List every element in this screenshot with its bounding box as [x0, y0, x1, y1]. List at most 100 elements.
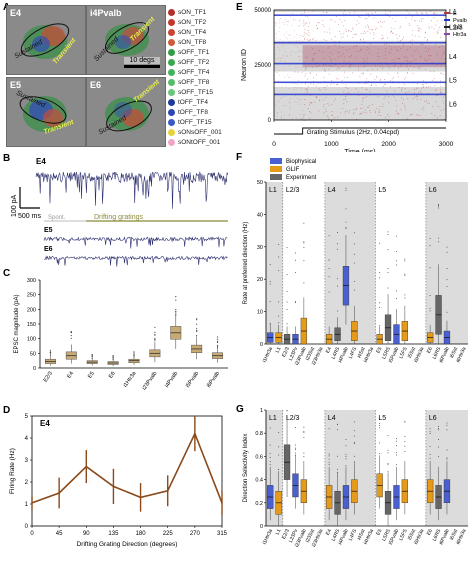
spike [401, 90, 403, 92]
spike [439, 80, 441, 82]
legend-label: sOFF_TF15 [178, 88, 214, 96]
spike [297, 71, 299, 73]
spike [302, 51, 303, 53]
x-tick-label: i4Sst [356, 528, 366, 541]
spike [408, 23, 410, 25]
box-outlier [404, 445, 406, 447]
spike [288, 35, 290, 37]
x-tick-label: E5 [375, 346, 383, 354]
spike [313, 77, 314, 79]
spike [289, 76, 291, 78]
spike [327, 116, 329, 118]
y-axis-label: Direction Selectivity Index [243, 434, 249, 503]
spike [425, 83, 427, 84]
legend-label: Htr3a [453, 32, 467, 38]
spike [418, 51, 419, 53]
spike [391, 59, 393, 61]
spike [444, 84, 446, 86]
spike [301, 72, 303, 74]
spike [343, 99, 345, 101]
spike [284, 105, 286, 106]
spike [309, 22, 311, 24]
spike [415, 59, 417, 61]
layer-label: L5 [449, 77, 457, 84]
spike [407, 56, 408, 58]
spike [361, 103, 363, 105]
spike [289, 106, 290, 108]
plot-frame [31, 415, 223, 527]
spike [304, 99, 306, 100]
x-tick-label: E4 [325, 346, 333, 354]
legend-swatch [168, 48, 175, 56]
box-outlier [303, 437, 305, 439]
spike [303, 34, 305, 36]
spike [389, 51, 391, 53]
spike [417, 83, 418, 84]
spike [319, 90, 321, 91]
spike [388, 102, 390, 103]
spike [278, 100, 280, 102]
spike [311, 66, 313, 68]
stimulus-label: Grating Stimulus (2Hz, 0.04cpd) [307, 129, 399, 136]
spike [377, 59, 379, 61]
box-outlier [395, 445, 397, 447]
legend-swatch [168, 138, 175, 146]
l4-activity [302, 45, 446, 68]
spike [308, 35, 310, 37]
layer-label: L1 [269, 415, 277, 422]
spike [398, 113, 399, 115]
spike [433, 17, 435, 19]
spike [302, 35, 304, 37]
x-tick-label: i23Sst [305, 346, 317, 362]
panel-label-g: G [236, 404, 244, 415]
spike [365, 80, 367, 82]
tile-title: E4 [10, 8, 22, 18]
spike [431, 113, 433, 114]
spike [277, 119, 279, 120]
spike [287, 38, 288, 40]
spike [377, 55, 379, 57]
spike [364, 59, 366, 61]
spike [375, 85, 377, 87]
spike [443, 16, 445, 18]
layer-label: L5 [378, 415, 386, 422]
spike [402, 103, 403, 104]
spike [293, 36, 295, 38]
box-outlier [404, 260, 406, 262]
spike [342, 66, 343, 68]
spike [307, 30, 309, 31]
box-outlier [395, 440, 397, 442]
box-outlier [345, 221, 347, 223]
layer-label: L6 [429, 187, 437, 194]
spike [376, 68, 378, 70]
scale-label: 10 degs [124, 57, 160, 64]
rf-tile-e5: E5 Sustained Transient [6, 77, 86, 147]
spike [282, 65, 284, 67]
spike [443, 96, 445, 98]
box-outlier [278, 471, 280, 473]
spike [318, 65, 320, 67]
spike [325, 64, 327, 66]
spike [426, 51, 427, 52]
spike [428, 26, 430, 28]
spike [318, 22, 320, 24]
panel-label-e: E [236, 2, 243, 13]
spike [323, 57, 325, 59]
spike [406, 66, 407, 68]
spike [305, 56, 307, 58]
spike [411, 19, 413, 21]
layer-label: L4 [449, 54, 457, 61]
spike [277, 112, 278, 114]
box-outlier [303, 242, 305, 244]
spike [306, 22, 308, 24]
spike [439, 115, 441, 117]
box-outlier [133, 352, 135, 354]
series-line [31, 431, 223, 504]
y-tick-label: 100 [27, 337, 36, 343]
legend-item: sON_TF4 [168, 27, 206, 37]
spike [393, 28, 395, 30]
spike [323, 106, 324, 108]
spike [315, 85, 317, 87]
spike [305, 88, 307, 90]
x-axis-label: Drifting Grating Direction (degrees) [77, 541, 178, 548]
